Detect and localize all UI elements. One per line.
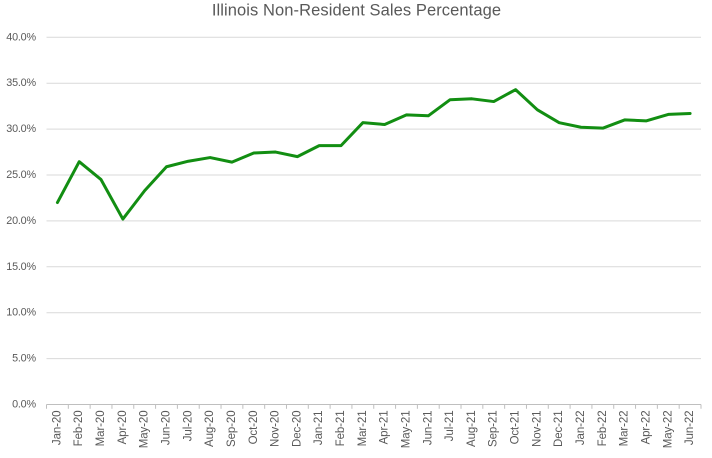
svg-text:Jun-20: Jun-20 [160,411,172,446]
svg-text:Apr-21: Apr-21 [379,411,391,445]
svg-text:Sep-20: Sep-20 [226,411,238,447]
svg-text:May-21: May-21 [400,411,412,449]
svg-text:Jan-21: Jan-21 [313,411,325,446]
svg-text:Feb-22: Feb-22 [597,411,609,447]
svg-text:40.0%: 40.0% [6,31,36,43]
svg-text:Dec-21: Dec-21 [553,411,565,447]
svg-text:Mar-22: Mar-22 [619,411,631,447]
svg-text:30.0%: 30.0% [6,123,36,135]
svg-text:Mar-20: Mar-20 [95,411,107,447]
svg-text:Illinois Non-Resident Sales Pe: Illinois Non-Resident Sales Percentage [212,1,501,19]
svg-text:15.0%: 15.0% [6,261,36,273]
svg-text:Jul-20: Jul-20 [182,411,194,442]
svg-text:0.0%: 0.0% [12,399,36,411]
svg-text:20.0%: 20.0% [6,215,36,227]
svg-text:10.0%: 10.0% [6,307,36,319]
svg-text:Aug-21: Aug-21 [466,411,478,447]
svg-text:5.0%: 5.0% [12,353,36,365]
svg-text:Jan-20: Jan-20 [51,411,63,446]
svg-text:Apr-20: Apr-20 [117,411,129,445]
svg-text:Nov-21: Nov-21 [531,411,543,447]
svg-text:25.0%: 25.0% [6,169,36,181]
svg-text:Apr-22: Apr-22 [640,411,652,445]
svg-text:Nov-20: Nov-20 [270,411,282,447]
svg-text:Aug-20: Aug-20 [204,411,216,447]
svg-text:Feb-20: Feb-20 [73,411,85,447]
svg-text:35.0%: 35.0% [6,77,36,89]
svg-text:Dec-20: Dec-20 [291,411,303,447]
svg-text:Jun-22: Jun-22 [684,411,696,446]
svg-text:Sep-21: Sep-21 [488,411,500,447]
svg-text:Oct-21: Oct-21 [510,411,522,445]
svg-text:May-22: May-22 [662,411,674,449]
svg-text:Oct-20: Oct-20 [248,411,260,445]
svg-text:Jun-21: Jun-21 [422,411,434,446]
svg-text:Feb-21: Feb-21 [335,411,347,447]
svg-text:May-20: May-20 [139,411,151,449]
svg-text:Jan-22: Jan-22 [575,411,587,446]
svg-text:Jul-21: Jul-21 [444,411,456,442]
svg-text:Mar-21: Mar-21 [357,411,369,447]
